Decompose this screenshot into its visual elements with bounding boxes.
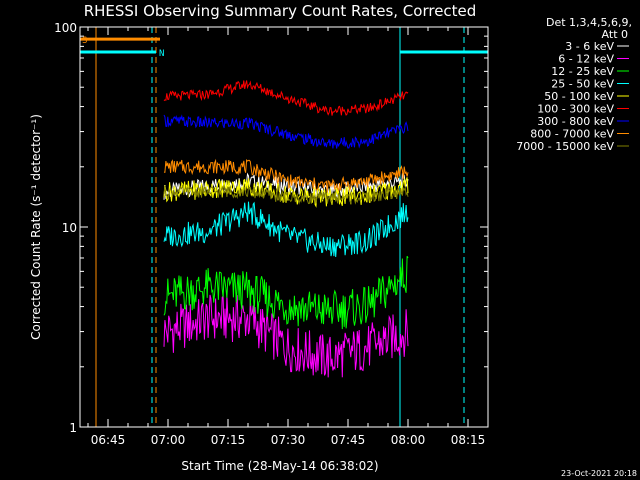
x-tick-label-0: 06:45 (91, 433, 126, 447)
series-line-3 (163, 201, 409, 258)
series-line-5 (163, 80, 409, 116)
legend-label-8: 7000 - 15000 keV (516, 140, 614, 153)
footer-timestamp: 23-Oct-2021 20:18 (561, 469, 637, 478)
y-tick-label-1: 10 (62, 221, 77, 235)
series-line-2 (163, 255, 409, 330)
legend-label-6: 300 - 800 keV (537, 115, 614, 128)
legend-detectors: Det 1,3,4,5,6,9, (546, 16, 632, 29)
chart-title: RHESSI Observing Summary Count Rates, Co… (84, 2, 477, 20)
y-axis-title: Corrected Count Rate (s⁻¹ detector⁻¹) (29, 114, 43, 340)
y-axis-ticks: 1 10 100 (54, 21, 488, 435)
legend-label-3: 25 - 50 keV (551, 78, 614, 91)
flag-bars: SN (80, 36, 488, 59)
x-axis-title: Start Time (28-May-14 06:38:02) (181, 459, 378, 473)
legend-label-1: 6 - 12 keV (558, 53, 614, 66)
y-tick-label-2: 100 (54, 21, 77, 35)
x-tick-label-6: 08:15 (451, 433, 486, 447)
legend-label-7: 800 - 7000 keV (530, 128, 614, 141)
x-tick-label-5: 08:00 (391, 433, 426, 447)
series-line-7 (163, 158, 409, 193)
series-line-4 (163, 177, 409, 208)
series-line-8 (163, 184, 409, 205)
x-axis-ticks: 06:45 07:00 07:15 07:30 07:45 08:00 08:15 (87, 27, 489, 447)
legend-label-5: 100 - 300 keV (537, 103, 614, 116)
x-tick-label-2: 07:15 (211, 433, 246, 447)
x-tick-label-4: 07:45 (331, 433, 366, 447)
series-line-6 (163, 114, 409, 149)
x-tick-label-3: 07:30 (271, 433, 306, 447)
legend-attenuator: Att 0 (602, 28, 628, 41)
legend-label-2: 12 - 25 keV (551, 65, 614, 78)
y-tick-label-0: 1 (69, 421, 77, 435)
series-lines (163, 80, 409, 378)
x-tick-label-1: 07:00 (151, 433, 186, 447)
legend-label-0: 3 - 6 keV (565, 40, 614, 53)
legend-label-4: 50 - 100 keV (544, 90, 614, 103)
series-line-1 (163, 294, 409, 378)
flag-label-1: N (159, 49, 164, 59)
flag-label-0: S (82, 36, 87, 46)
